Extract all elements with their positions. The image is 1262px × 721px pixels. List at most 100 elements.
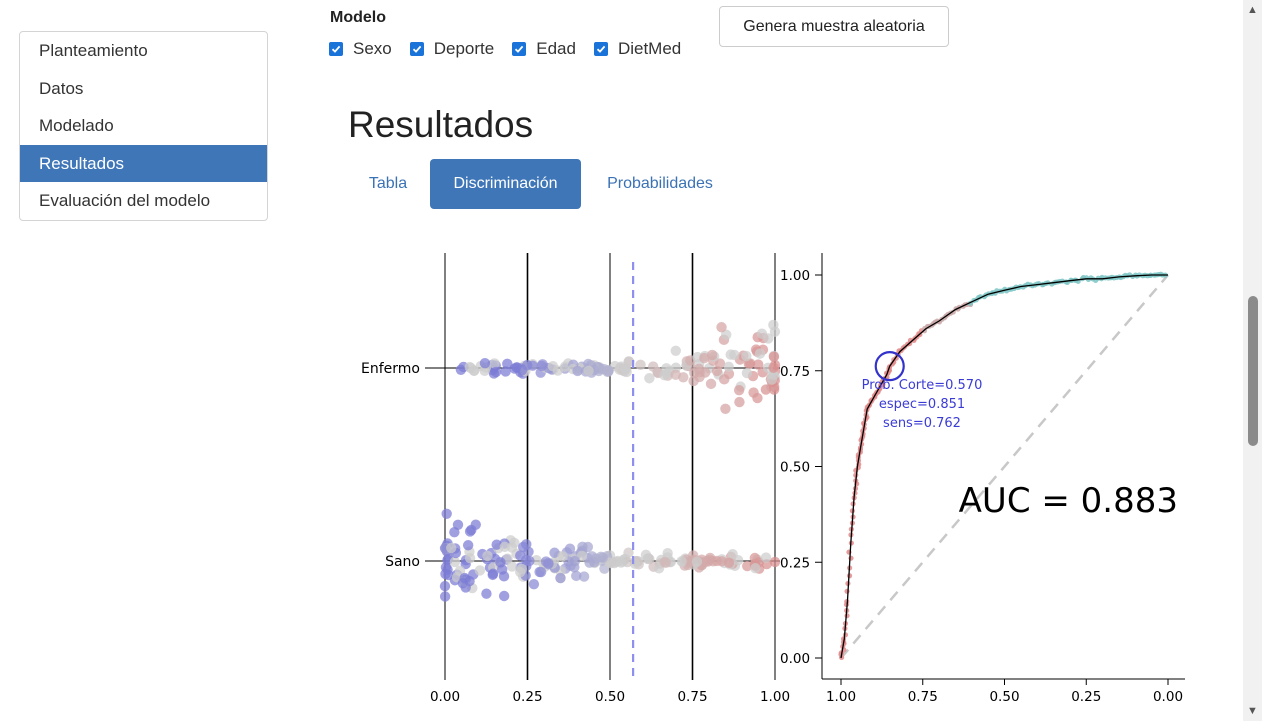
roc-point [844, 588, 850, 594]
x-tick-label: 0.00 [430, 689, 460, 705]
data-point [528, 578, 540, 590]
data-point [748, 387, 759, 398]
data-point [464, 526, 476, 537]
tab-tabla[interactable]: Tabla [368, 175, 408, 192]
data-point [571, 570, 582, 582]
x-tick-label: 0.25 [512, 689, 542, 705]
checkbox-label: DietMed [617, 39, 682, 58]
data-point [670, 345, 681, 356]
model-checkboxes: Sexo Deporte Edad DietMed [329, 39, 699, 59]
data-point [559, 361, 571, 372]
data-point [721, 329, 732, 340]
data-point [564, 543, 576, 554]
data-point [543, 557, 554, 569]
x-tick-label: 0.50 [595, 689, 625, 705]
data-point [499, 541, 511, 553]
cutoff-marker [874, 351, 905, 382]
checkbox-edad[interactable]: Edad [512, 39, 576, 59]
checkbox-label: Deporte [433, 39, 495, 58]
data-point [754, 348, 766, 359]
x-tick-label: 0.75 [908, 689, 938, 705]
checkbox-sexo[interactable]: Sexo [329, 39, 392, 59]
checkbox-checked-icon[interactable] [329, 42, 343, 56]
discrimination-scatter-chart: Enfermo Sano 0.00 0.25 0.50 0.75 1.00 [361, 253, 790, 705]
checkbox-checked-icon[interactable] [409, 42, 424, 56]
data-point [704, 554, 715, 566]
tab-discriminacion[interactable]: Discriminación [430, 159, 581, 209]
roc-curve-line [840, 274, 1168, 659]
data-point [615, 557, 627, 568]
y-tick-label: 0.25 [780, 555, 810, 571]
x-tick-label: 0.25 [1071, 689, 1101, 705]
data-point [711, 365, 723, 377]
data-point [490, 366, 502, 378]
checkbox-checked-icon[interactable] [593, 42, 608, 56]
sidebar-item-datos[interactable]: Datos [39, 78, 84, 98]
checkbox-deporte[interactable]: Deporte [409, 39, 495, 59]
data-point [699, 352, 710, 364]
scrollbar-thumb[interactable] [1248, 296, 1258, 446]
sidebar-item-evaluacion[interactable]: Evaluación del modelo [39, 191, 211, 210]
data-point [769, 326, 781, 337]
checkbox-dietmed[interactable]: DietMed [593, 39, 682, 59]
data-point [716, 556, 728, 567]
data-point [582, 541, 594, 553]
data-point [769, 556, 781, 568]
data-point [521, 359, 533, 371]
data-point [479, 357, 491, 369]
checkbox-checked-icon[interactable] [512, 42, 527, 56]
scroll-up-arrow-icon[interactable]: ▲ [1247, 4, 1258, 16]
data-point [584, 557, 595, 568]
roc-points [838, 271, 1168, 661]
x-tick-label: 1.00 [826, 689, 856, 705]
data-point [572, 365, 583, 377]
data-point [549, 547, 560, 558]
data-point [734, 396, 745, 408]
scroll-down-arrow-icon[interactable]: ▼ [1247, 705, 1258, 717]
data-point [619, 363, 631, 374]
data-point [694, 371, 705, 383]
data-point [535, 566, 547, 578]
data-point [491, 539, 502, 550]
sensitivity-annotation: sens=0.762 [883, 416, 961, 431]
data-point [642, 553, 653, 565]
data-point [723, 361, 734, 373]
y-tick-label: 0.75 [780, 364, 810, 380]
tab-probabilidades[interactable]: Probabilidades [607, 175, 713, 192]
data-point [720, 403, 731, 414]
data-point [462, 540, 474, 551]
data-point [470, 519, 481, 530]
page-scrollbar[interactable]: ▲ ▼ [1243, 0, 1262, 721]
data-point [659, 369, 670, 381]
data-point [440, 568, 451, 580]
data-point [716, 322, 727, 333]
page-title: Resultados [348, 104, 534, 145]
data-point [481, 588, 492, 599]
scatter-points [439, 319, 781, 602]
sidebar-item-modelado[interactable]: Modelado [39, 116, 114, 135]
x-tick-label: 0.75 [677, 689, 707, 705]
random-sample-button[interactable]: Genera muestra aleatoria [719, 6, 949, 47]
data-point [557, 551, 568, 562]
sidebar-item-planteamiento[interactable]: Planteamiento [39, 41, 148, 60]
checkbox-label: Sexo [353, 39, 392, 58]
data-point [595, 551, 607, 563]
data-point [729, 349, 740, 361]
data-point [647, 361, 659, 372]
x-tick-label: 0.50 [989, 689, 1019, 705]
data-point [536, 360, 547, 372]
data-point [750, 563, 761, 574]
data-point [446, 542, 457, 554]
data-point [439, 591, 451, 602]
data-point [449, 527, 460, 538]
data-point [495, 557, 506, 568]
data-point [691, 556, 703, 567]
category-label: Sano [385, 554, 420, 570]
y-tick-label: 0.00 [780, 651, 810, 667]
data-point [707, 349, 718, 361]
sidebar-item-resultados[interactable]: Resultados [20, 144, 267, 182]
data-point [578, 571, 590, 582]
data-point [524, 555, 535, 567]
y-tick-label: 0.50 [780, 460, 810, 476]
data-point [509, 363, 520, 374]
